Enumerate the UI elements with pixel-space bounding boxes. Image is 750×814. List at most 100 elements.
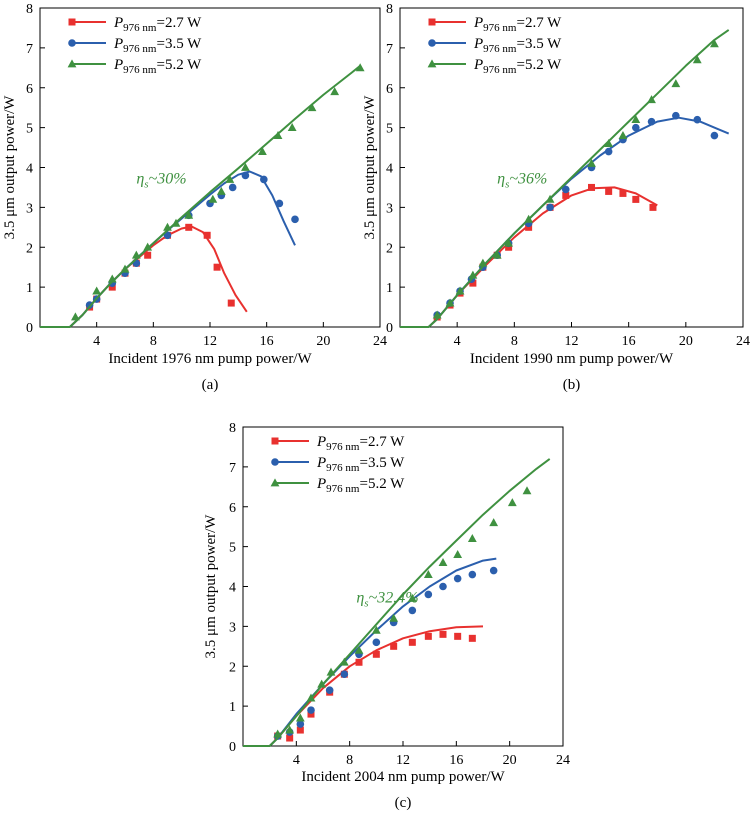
data-point-series-2 [546, 203, 554, 212]
data-point-series-1 [355, 658, 363, 666]
plot-frame [399, 7, 744, 328]
data-point-series-3 [468, 270, 478, 279]
data-point-series-1 [525, 223, 533, 231]
data-point-series-3 [467, 534, 477, 543]
data-point-series-2 [372, 638, 381, 647]
legend-entry: P976 nm=3.5 W [473, 36, 562, 55]
y-tick-label: 8 [386, 2, 393, 17]
data-point-series-3 [423, 569, 433, 578]
slope-efficiency-annotation: ηs~32.4% [356, 589, 418, 609]
data-point-series-3 [171, 218, 181, 227]
y-tick-label: 5 [229, 541, 236, 556]
fit-line-series-2 [40, 170, 296, 328]
data-point-series-3 [692, 55, 702, 64]
legend-entry: P976 nm=2.7 W [473, 15, 562, 34]
data-point-series-1 [408, 638, 416, 646]
y-tick-label: 4 [26, 162, 33, 177]
data-point-series-2 [632, 123, 640, 132]
data-point-series-1 [227, 299, 235, 307]
x-tick-label: 20 [679, 334, 693, 349]
y-tick-label: 7 [386, 42, 393, 57]
y-tick-label: 6 [386, 82, 393, 97]
data-point-series-3 [285, 725, 295, 734]
data-point-series-1 [505, 243, 513, 251]
data-point-series-1 [286, 734, 294, 742]
data-point-series-2 [710, 131, 719, 140]
data-point-series-3 [671, 79, 681, 88]
data-point-series-2 [307, 706, 315, 714]
fit-line-series-2 [400, 116, 730, 328]
data-point-series-1 [468, 634, 476, 642]
data-point-series-2 [241, 171, 250, 180]
legend-entry: P976 nm=3.5 W [113, 36, 202, 55]
x-tick-label: 24 [556, 753, 570, 768]
data-point-series-2 [647, 117, 656, 126]
data-point-series-3 [355, 63, 365, 72]
data-point-series-2 [561, 185, 570, 194]
data-point-series-3 [225, 174, 235, 183]
data-point-series-1 [619, 189, 627, 197]
data-point-series-3 [307, 103, 317, 112]
y-tick-label: 2 [386, 241, 393, 256]
y-tick-label: 4 [229, 581, 236, 596]
data-point-series-3 [184, 210, 194, 219]
data-point-series-3 [120, 264, 130, 273]
y-tick-label: 3 [386, 201, 393, 216]
data-point-series-3 [492, 250, 502, 259]
y-tick-label: 0 [386, 321, 393, 336]
x-tick-label: 16 [449, 753, 463, 768]
data-point-series-3 [710, 39, 719, 48]
data-point-series-3 [208, 194, 218, 203]
legend-marker [68, 39, 76, 47]
data-point-series-3 [631, 115, 641, 124]
x-tick-label: 16 [622, 334, 636, 349]
fit-line-series-3 [40, 65, 361, 328]
y-tick-label: 1 [229, 700, 236, 715]
panel-label: (b) [563, 377, 581, 393]
data-point-series-3 [326, 667, 336, 676]
x-tick-label: 8 [150, 334, 157, 349]
data-point-series-3 [504, 238, 514, 247]
x-tick-label: 4 [454, 334, 461, 349]
data-point-series-3 [445, 298, 455, 307]
slope-efficiency-annotation: ηs~36% [497, 170, 547, 190]
data-point-series-1 [296, 726, 304, 734]
data-point-series-3 [371, 625, 381, 634]
data-point-series-3 [330, 87, 340, 96]
y-tick-label: 1 [386, 281, 393, 296]
legend-marker [68, 18, 76, 26]
data-point-series-2 [291, 215, 299, 224]
data-point-series-3 [647, 95, 656, 104]
data-point-series-3 [587, 158, 596, 167]
x-tick-label: 8 [346, 753, 353, 768]
data-point-series-1 [632, 195, 640, 203]
y-tick-label: 2 [26, 241, 33, 256]
data-point-series-3 [524, 214, 534, 223]
legend-marker [271, 437, 279, 445]
data-point-series-1 [372, 650, 380, 658]
data-point-series-3 [545, 194, 555, 203]
data-point-series-2 [604, 147, 613, 156]
fit-line-series-1 [40, 225, 248, 328]
data-point-series-3 [92, 286, 102, 295]
data-point-series-1 [439, 630, 447, 638]
data-point-series-2 [325, 686, 334, 694]
x-tick-label: 24 [373, 334, 387, 349]
x-axis-label: Incident 1990 nm pump power/W [470, 351, 674, 367]
x-tick-label: 12 [203, 334, 217, 349]
y-tick-label: 0 [229, 740, 236, 755]
data-point-series-1 [185, 223, 193, 231]
y-tick-label: 8 [26, 2, 33, 17]
legend-marker [427, 59, 437, 68]
x-tick-label: 8 [511, 334, 518, 349]
data-point-series-2 [672, 111, 680, 120]
data-point-series-1 [203, 231, 211, 239]
legend-marker [428, 39, 436, 47]
legend-entry: P976 nm=5.2 W [473, 57, 562, 76]
x-tick-label: 4 [93, 334, 100, 349]
data-point-series-3 [618, 131, 628, 139]
y-tick-label: 1 [26, 281, 33, 296]
